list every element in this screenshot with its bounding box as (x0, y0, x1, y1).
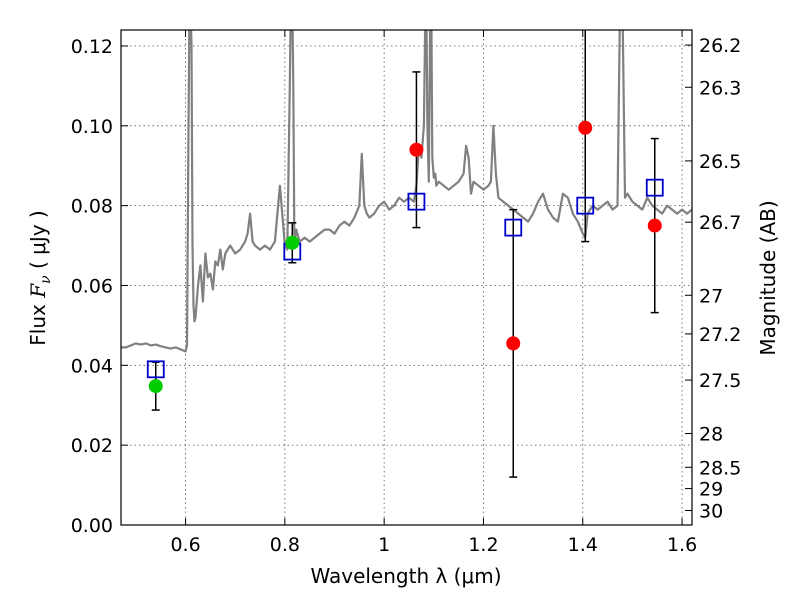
red-point (409, 142, 424, 157)
plot-area (121, 30, 692, 353)
mag-tick-label: 28.5 (699, 457, 741, 479)
mag-tick-label: 30 (699, 501, 723, 523)
model-photometry-square (407, 192, 426, 211)
mag-tick-label: 26.7 (699, 212, 741, 234)
data-points (146, 30, 664, 478)
grid (121, 30, 692, 526)
spectrum-line (121, 30, 692, 353)
plot-frame (120, 29, 693, 526)
y-tick-label: 0.00 (71, 515, 113, 537)
x-tick-label: 0.8 (270, 534, 300, 556)
y-tick-label: 0.04 (71, 355, 113, 377)
red-point (647, 218, 662, 233)
x-tick-label: 1.2 (468, 534, 498, 556)
mag-tick-label: 26.2 (699, 35, 741, 57)
mag-tick-label: 27 (699, 285, 723, 307)
x-tick-label: 1 (378, 534, 390, 556)
mag-tick-label: 29 (699, 479, 723, 501)
x-tick-label: 0.6 (170, 534, 200, 556)
y-tick-label: 0.08 (71, 196, 113, 218)
x-tick-label: 1.6 (667, 534, 697, 556)
mag-tick-label: 28 (699, 424, 723, 446)
model-photometry-square (645, 178, 664, 197)
green-point (285, 235, 300, 250)
model-photometry-square (504, 218, 523, 237)
y-tick-label: 0.10 (71, 116, 113, 138)
x-axis-title: Wavelength λ (μm) (310, 564, 501, 588)
x-tick-label: 1.4 (568, 534, 598, 556)
red-point (578, 120, 593, 135)
y-tick-label: 0.12 (71, 36, 113, 58)
model-photometry-square (576, 196, 595, 215)
green-point (148, 379, 163, 394)
y-axis-right-title: Magnitude (AB) (756, 200, 780, 355)
ticks: 0.6 0.8 1 1.2 1.4 1.6 0.00 0.02 0.04 0.06 0.08 0.10… (71, 30, 741, 556)
mag-tick-label: 27.5 (699, 370, 741, 392)
y-axis-title: Flux Fν ( μJy ) (26, 210, 54, 345)
mag-tick-label: 26.3 (699, 77, 741, 99)
model-photometry-square (146, 360, 165, 379)
y-tick-label: 0.02 (71, 435, 113, 457)
mag-tick-label: 26.5 (699, 151, 741, 173)
red-point (506, 336, 521, 351)
y-tick-label: 0.06 (71, 275, 113, 297)
mag-tick-label: 27.2 (699, 324, 741, 346)
